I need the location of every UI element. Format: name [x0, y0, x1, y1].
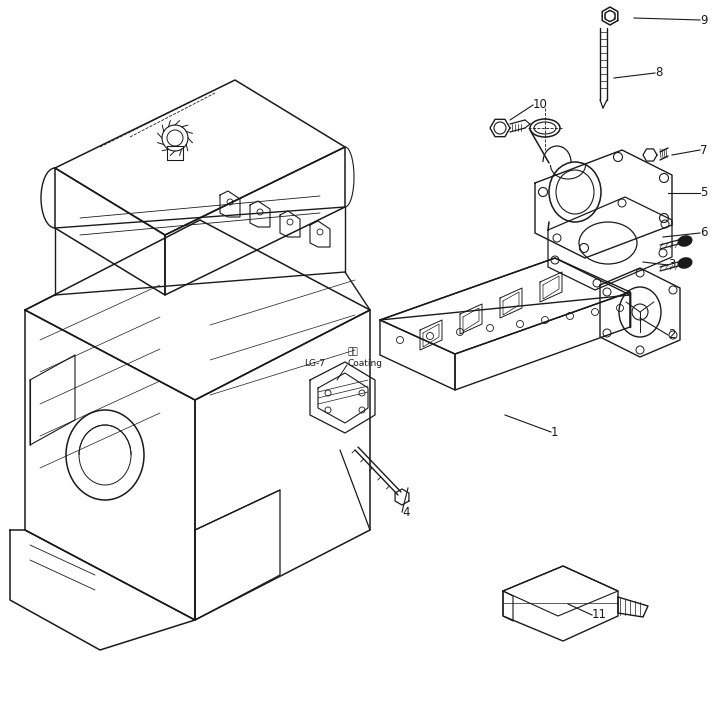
Text: 11: 11 — [592, 608, 607, 622]
Text: 1: 1 — [551, 425, 558, 439]
Ellipse shape — [678, 258, 692, 268]
Text: Coating: Coating — [348, 358, 383, 367]
Text: 7: 7 — [700, 144, 707, 156]
Text: 8: 8 — [655, 66, 662, 80]
Ellipse shape — [678, 236, 692, 246]
Text: 10: 10 — [533, 99, 548, 111]
Text: 2: 2 — [668, 329, 675, 341]
Text: 9: 9 — [700, 13, 707, 27]
Text: 4: 4 — [402, 505, 410, 519]
Text: 6: 6 — [700, 227, 707, 239]
Text: LG-7: LG-7 — [304, 358, 325, 367]
Text: 5: 5 — [700, 187, 707, 199]
Text: 3: 3 — [668, 258, 675, 272]
Text: 塗布: 塗布 — [348, 348, 359, 356]
